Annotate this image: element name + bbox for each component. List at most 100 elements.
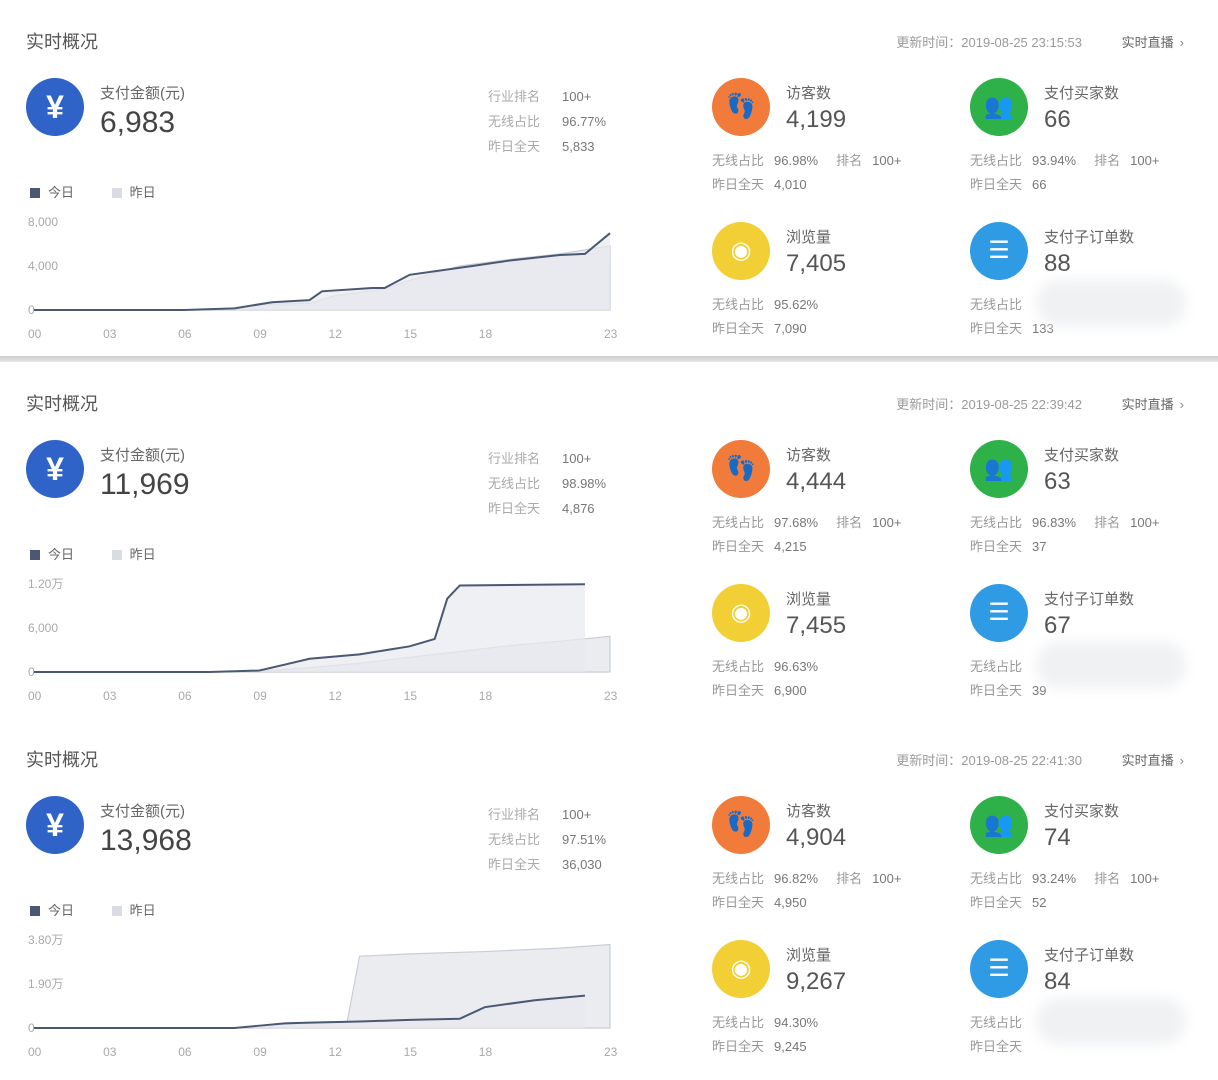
pageviews-yesterday-row: 昨日全天 6,900 [712,683,807,698]
buyers-value: 66 [1044,106,1071,133]
visitors-label: 访客数 [786,803,832,820]
pay-stats: 行业排名 100+ 无线占比 96.77% 昨日全天 5,833 [488,84,606,159]
legend-today[interactable]: 今日 [30,547,74,562]
x-tick-label: 03 [103,327,117,341]
suborders-value: 84 [1044,968,1071,995]
x-tick-label: 09 [253,1045,267,1059]
x-tick-label: 18 [479,1045,493,1059]
chevron-right-icon: › [1179,753,1184,768]
legend-yesterday-label: 昨日 [129,547,156,562]
live-link[interactable]: 实时直播 › [1122,750,1184,769]
pay-amount-label: 支付金额(元) [100,803,185,820]
blur-overlay [1036,998,1186,1044]
buyers-yesterday-row: 昨日全天 37 [970,539,1047,554]
x-tick-label: 15 [404,689,418,703]
pay-amount-value: 11,969 [100,468,190,501]
live-link[interactable]: 实时直播 › [1122,394,1184,413]
pageviews-label: 浏览量 [786,947,832,964]
legend-today-swatch [30,188,40,198]
pageviews-yesterday-row: 昨日全天 7,090 [712,321,807,336]
suborders-wireless-row: 无线占比 [970,659,1023,674]
stat-row: 行业排名 100+ [488,802,606,827]
y-tick-label: 4,000 [28,259,58,273]
yuan-icon: ¥ [26,440,84,498]
today-series-line [34,994,586,1029]
chart-legend: 今日 昨日 [30,182,190,201]
chart-legend: 今日 昨日 [30,544,190,563]
update-time: 更新时间：2019-08-25 23:15:53 [896,35,1082,50]
x-tick-label: 12 [329,1045,343,1059]
pay-amount-value: 13,968 [100,824,192,857]
stat-value: 100+ [562,89,592,104]
stat-value: 98.98% [562,476,607,491]
legend-today-label: 今日 [48,547,75,562]
x-tick-label: 09 [253,327,267,341]
clipboard-icon: ☰ [970,940,1028,998]
x-tick-label: 18 [479,327,493,341]
suborders-yesterday-row: 昨日全天 [970,1039,1023,1054]
buyers-label: 支付买家数 [1044,447,1120,464]
y-tick-label: 0 [28,665,35,679]
x-tick-label: 23 [604,327,618,341]
users-icon: 👥 [970,796,1028,854]
suborders-label: 支付子订单数 [1044,229,1135,246]
visitors-value: 4,199 [786,106,847,133]
x-tick-label: 00 [28,327,42,341]
x-tick-label: 23 [604,1045,618,1059]
suborders-value: 88 [1044,250,1071,277]
suborders-label: 支付子订单数 [1044,947,1135,964]
pay-amount-label: 支付金额(元) [100,447,185,464]
suborders-metric: ☰ 支付子订单数 67 无线占比 昨日全天 39 [970,584,1218,724]
stat-value: 4,876 [562,501,595,516]
footprint-icon: 👣 [712,440,770,498]
stat-label: 昨日全天 [488,857,541,872]
y-tick-label: 1.20万 [28,577,63,591]
stat-value: 96.77% [562,114,607,129]
buyers-value: 74 [1044,824,1071,851]
x-tick-label: 06 [178,1045,192,1059]
buyers-wireless-row: 无线占比 93.94% 排名 100+ [970,153,1160,168]
pay-stats: 行业排名 100+ 无线占比 98.98% 昨日全天 4,876 [488,446,606,521]
legend-yesterday-label: 昨日 [129,185,156,200]
pageviews-value: 7,405 [786,250,847,277]
x-tick-label: 18 [479,689,493,703]
legend-yesterday[interactable]: 昨日 [111,547,156,562]
pageviews-wireless-row: 无线占比 96.63% [712,659,819,674]
buyers-yesterday-row: 昨日全天 66 [970,177,1047,192]
stat-row: 行业排名 100+ [488,446,606,471]
pay-stats: 行业排名 100+ 无线占比 97.51% 昨日全天 36,030 [488,802,606,877]
visitors-metric: 👣 访客数 4,904 无线占比 96.82% 排名 100+ 昨日全天 4,950 [712,796,972,936]
pageviews-metric: ◉ 浏览量 9,267 无线占比 94.30% 昨日全天 9,245 [712,940,972,1080]
live-label: 实时直播 [1121,397,1174,412]
stat-value: 100+ [562,807,592,822]
buyers-metric: 👥 支付买家数 63 无线占比 96.83% 排名 100+ 昨日全天 37 [970,440,1218,580]
legend-today[interactable]: 今日 [30,903,74,918]
live-label: 实时直播 [1121,753,1174,768]
stat-value: 100+ [562,451,592,466]
buyers-label: 支付买家数 [1044,803,1120,820]
live-link[interactable]: 实时直播 › [1122,32,1184,51]
pay-amount-value: 6,983 [100,106,176,139]
y-tick-label: 1.90万 [28,977,63,991]
legend-today[interactable]: 今日 [30,185,74,200]
chevron-right-icon: › [1179,35,1184,50]
legend-yesterday[interactable]: 昨日 [111,903,156,918]
today-series-line [34,232,611,311]
yuan-icon: ¥ [26,78,84,136]
stat-value: 97.51% [562,832,607,847]
stat-value: 5,833 [562,139,595,154]
stat-label: 行业排名 [488,451,541,466]
pageviews-wireless-row: 无线占比 95.62% [712,297,819,312]
chart-legend: 今日 昨日 [30,900,190,919]
legend-yesterday[interactable]: 昨日 [111,185,156,200]
today-series-area [34,584,585,672]
panel-title: 实时概况 [26,750,98,770]
pageviews-metric: ◉ 浏览量 7,455 无线占比 96.63% 昨日全天 6,900 [712,584,972,724]
y-tick-label: 3.80万 [28,933,63,947]
visitors-value: 4,904 [786,824,847,851]
legend-yesterday-swatch [111,550,122,560]
x-tick-label: 00 [28,1045,42,1059]
suborders-label: 支付子订单数 [1044,591,1135,608]
